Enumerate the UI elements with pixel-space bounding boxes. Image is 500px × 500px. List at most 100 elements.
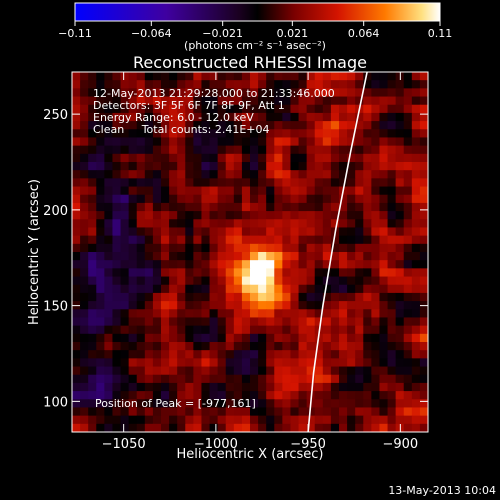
heatmap-cell	[241, 170, 251, 179]
heatmap-cell	[80, 342, 89, 351]
heatmap-cell	[169, 121, 178, 130]
heatmap-cell	[411, 292, 421, 302]
heatmap-cell	[306, 88, 316, 98]
heatmap-cell	[403, 153, 413, 163]
heatmap-cell	[266, 366, 275, 376]
heatmap-cell	[112, 112, 122, 122]
heatmap-cell	[419, 276, 428, 286]
heatmap-cell	[395, 317, 405, 327]
heatmap-cell	[233, 235, 243, 245]
heatmap-cell	[241, 333, 251, 343]
heatmap-cell	[306, 211, 316, 220]
heatmap-cell	[363, 374, 372, 384]
heatmap-cell	[306, 153, 316, 163]
heatmap-cell	[152, 333, 162, 343]
heatmap-cell	[80, 301, 89, 310]
heatmap-cell	[112, 80, 122, 89]
heatmap-cell	[177, 186, 186, 196]
heatmap-cell	[411, 112, 421, 122]
heatmap-cell	[217, 129, 227, 138]
heatmap-cell	[306, 112, 316, 122]
heatmap-cell	[347, 72, 356, 81]
heatmap-cell	[225, 358, 235, 368]
heatmap-cell	[88, 268, 97, 278]
heatmap-cell	[225, 72, 235, 81]
heatmap-cell	[201, 423, 211, 432]
heatmap-cell	[217, 72, 227, 81]
heatmap-cell	[298, 162, 308, 171]
heatmap-cell	[403, 317, 413, 327]
heatmap-cell	[330, 243, 340, 253]
heatmap-cell	[185, 96, 194, 106]
heatmap-cell	[241, 399, 251, 408]
heatmap-cell	[347, 423, 356, 432]
heatmap-cell	[241, 325, 251, 335]
heatmap-cell	[411, 317, 421, 327]
heatmap-cell	[177, 202, 186, 212]
heatmap	[72, 72, 428, 432]
heatmap-cell	[298, 407, 308, 417]
heatmap-cell	[152, 399, 162, 408]
heatmap-cell	[96, 112, 105, 122]
heatmap-cell	[306, 342, 316, 351]
heatmap-cell	[193, 260, 202, 269]
heatmap-cell	[282, 104, 291, 114]
heatmap-cell	[209, 309, 219, 318]
heatmap-cell	[306, 366, 316, 376]
heatmap-cell	[96, 72, 105, 81]
heatmap-cell	[258, 178, 267, 188]
heatmap-cell	[250, 96, 259, 106]
heatmap-cell	[80, 268, 89, 278]
heatmap-cell	[88, 145, 97, 155]
heatmap-cell	[395, 342, 405, 351]
heatmap-cell	[330, 219, 340, 228]
heatmap-cell	[419, 153, 428, 163]
heatmap-cell	[274, 317, 283, 327]
heatmap-cell	[144, 301, 154, 310]
heatmap-cell	[209, 243, 219, 253]
heatmap-cell	[225, 407, 235, 417]
heatmap-cell	[144, 382, 154, 392]
heatmap-cell	[201, 72, 211, 81]
heatmap-cell	[96, 333, 105, 343]
heatmap-cell	[395, 202, 405, 212]
heatmap-cell	[80, 80, 89, 89]
heatmap-cell	[96, 382, 105, 392]
heatmap-cell	[387, 374, 397, 384]
heatmap-cell	[225, 276, 235, 286]
heatmap-cell	[363, 202, 372, 212]
heatmap-cell	[274, 121, 283, 130]
heatmap-cell	[282, 292, 291, 302]
heatmap-cell	[322, 333, 332, 343]
heatmap-cell	[241, 366, 251, 376]
heatmap-cell	[169, 235, 178, 245]
heatmap-cell	[217, 407, 227, 417]
heatmap-cell	[112, 219, 122, 228]
heatmap-cell	[209, 284, 219, 294]
heatmap-cell	[144, 391, 154, 400]
heatmap-cell	[72, 194, 81, 204]
heatmap-cell	[379, 96, 389, 106]
heatmap-cell	[339, 382, 348, 392]
heatmap-cell	[266, 260, 275, 269]
heatmap-cell	[96, 284, 105, 294]
heatmap-cell	[339, 333, 348, 343]
heatmap-cell	[266, 121, 275, 130]
heatmap-cell	[379, 284, 389, 294]
heatmap-cell	[80, 121, 89, 130]
heatmap-cell	[201, 178, 211, 188]
heatmap-cell	[314, 292, 324, 302]
heatmap-cell	[177, 268, 186, 278]
heatmap-cell	[330, 96, 340, 106]
heatmap-cell	[306, 243, 316, 253]
heatmap-cell	[314, 145, 324, 155]
heatmap-cell	[161, 186, 170, 196]
heatmap-cell	[347, 121, 356, 130]
heatmap-cell	[120, 284, 130, 294]
heatmap-cell	[411, 252, 421, 261]
heatmap-cell	[136, 268, 146, 278]
heatmap-cell	[339, 202, 348, 212]
heatmap-cell	[403, 252, 413, 261]
heatmap-cell	[144, 284, 154, 294]
heatmap-cell	[298, 153, 308, 163]
